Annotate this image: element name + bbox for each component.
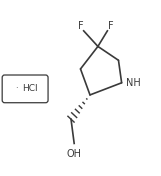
- Text: F: F: [78, 21, 83, 31]
- Text: NH: NH: [126, 78, 140, 88]
- Text: F: F: [108, 21, 113, 31]
- Text: ·: ·: [16, 84, 18, 93]
- Text: OH: OH: [67, 149, 82, 159]
- Text: HCl: HCl: [22, 84, 38, 93]
- FancyBboxPatch shape: [2, 75, 48, 103]
